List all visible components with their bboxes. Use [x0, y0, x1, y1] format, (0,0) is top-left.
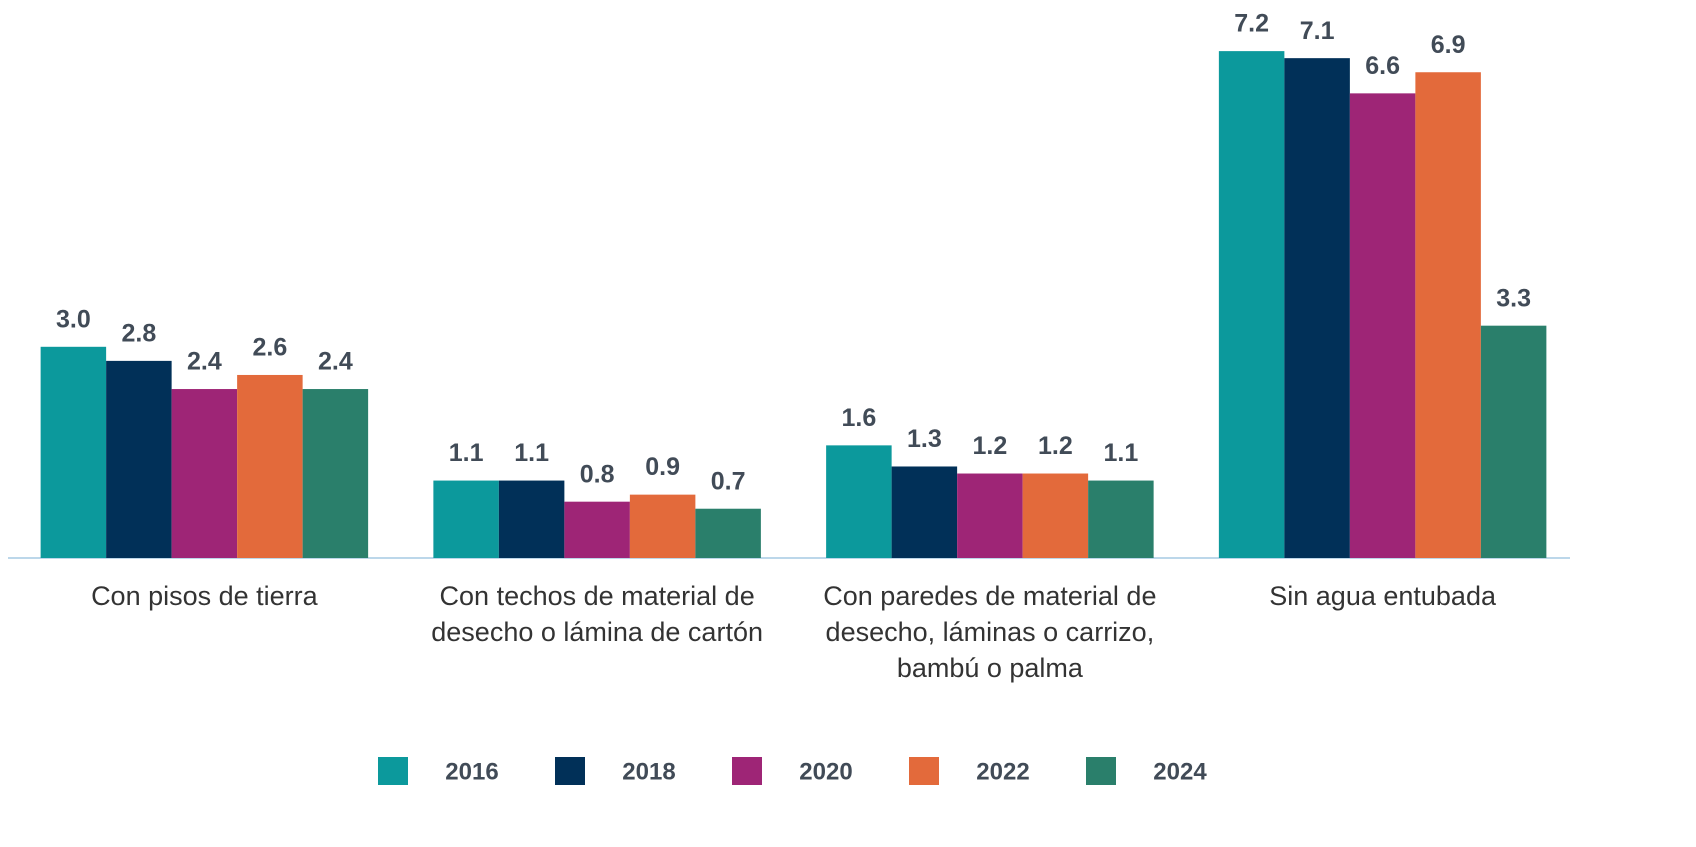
value-label: 1.1	[1103, 439, 1138, 467]
legend-label: 2022	[976, 758, 1029, 785]
bar	[1415, 72, 1481, 559]
value-label: 0.8	[580, 460, 615, 488]
legend-swatch	[555, 757, 585, 785]
legend-swatch	[732, 757, 762, 785]
bar	[40, 346, 107, 558]
legend-label: 2018	[622, 758, 675, 785]
legend-label: 2024	[1153, 758, 1207, 785]
value-label: 7.2	[1234, 10, 1269, 38]
bar	[433, 480, 499, 558]
bar	[171, 389, 238, 558]
bar	[891, 466, 958, 558]
bar	[1284, 58, 1350, 558]
bar	[1480, 325, 1547, 558]
bar	[106, 360, 172, 558]
legend-label: 2016	[445, 758, 498, 785]
legend-swatch	[1086, 757, 1116, 785]
bar	[1218, 51, 1285, 559]
bar	[629, 494, 696, 558]
bar	[957, 473, 1023, 558]
bar	[1022, 473, 1089, 558]
x-tick-label: Con paredes de material de desecho, lámi…	[823, 581, 1157, 683]
value-label: 1.2	[1038, 432, 1073, 460]
value-label: 3.3	[1496, 284, 1531, 312]
legend-swatch	[378, 757, 408, 785]
value-label: 2.4	[187, 348, 222, 376]
x-tick-label: Sin agua entubada	[1269, 581, 1496, 611]
value-label: 1.3	[907, 425, 942, 453]
value-label: 2.8	[121, 319, 156, 347]
bar	[564, 501, 630, 558]
bar	[695, 508, 761, 558]
bar	[498, 480, 565, 558]
bar	[826, 445, 892, 558]
value-label: 1.1	[514, 439, 549, 467]
legend-swatch	[909, 757, 939, 785]
value-label: 3.0	[56, 305, 91, 333]
value-label: 6.9	[1431, 31, 1466, 59]
value-label: 7.1	[1300, 17, 1335, 45]
value-label: 0.7	[711, 467, 746, 495]
x-tick-label: Con techos de material de desecho o lámi…	[431, 581, 763, 647]
bar	[1349, 93, 1416, 559]
value-label: 2.6	[252, 334, 287, 362]
value-label: 1.2	[972, 432, 1007, 460]
bar	[302, 389, 369, 558]
value-label: 6.6	[1365, 52, 1400, 80]
value-label: 1.1	[449, 439, 484, 467]
value-label: 2.4	[318, 348, 353, 376]
x-tick-label: Con pisos de tierra	[91, 581, 318, 611]
value-label: 0.9	[645, 453, 680, 481]
bar	[1088, 480, 1154, 558]
legend-label: 2020	[799, 758, 852, 785]
bar	[237, 374, 303, 558]
value-label: 1.6	[841, 404, 876, 432]
